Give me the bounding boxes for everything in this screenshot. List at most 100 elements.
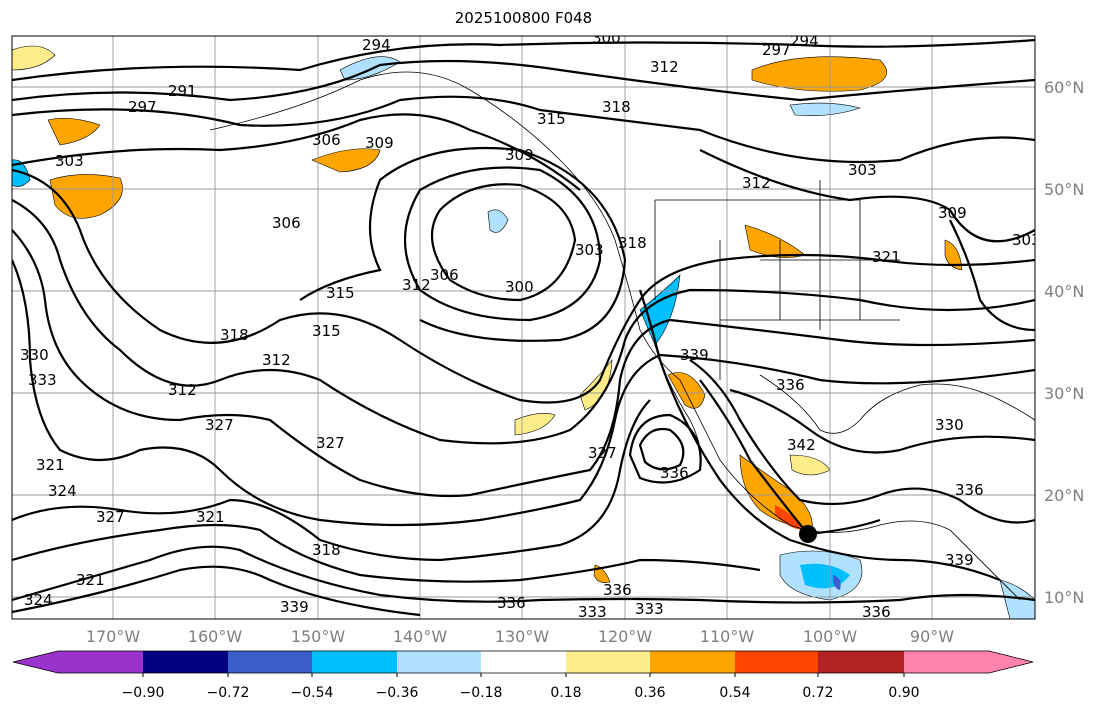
colorbar-segment [13,651,143,673]
lon-label: 100°W [803,627,858,646]
contour-label: 303 [1012,231,1041,249]
colorbar-outline [12,650,1034,674]
map-frame [11,35,1036,620]
contour-label: 321 [872,248,901,266]
contour-label: 306 [272,214,301,232]
contour-label: 300 [505,278,534,296]
contour-label: 318 [618,234,647,252]
contour-label: 318 [312,541,341,559]
colorbar-segment [904,651,1033,673]
colorbar-tick-label: 0.54 [719,685,750,701]
contour-label: 303 [55,152,84,170]
colorbar-ticks: −0.90 −0.72 −0.54 −0.36 −0.18 0.18 0.36 … [122,685,920,701]
colorbar-tick-label: 0.18 [550,685,581,701]
contour-label: 318 [220,326,249,344]
contour-label: 339 [945,551,974,569]
contour-label: 315 [537,110,566,128]
contour-label: 309 [365,134,394,152]
colorbar-segment [735,651,818,673]
contour-label: 306 [430,266,459,284]
colorbar-tick-label: −0.72 [207,685,250,701]
lon-label: 120°W [598,627,653,646]
lat-label: 10°N [1044,588,1084,607]
graticule [12,36,1035,619]
contour-label: 336 [955,481,984,499]
lon-label: 110°W [700,627,755,646]
colorbar-tick-label: −0.18 [460,685,503,701]
contour-label: 336 [776,376,805,394]
contour-label: 300 [592,29,621,47]
theta-contours [12,38,1035,617]
contour-label: 336 [660,464,689,482]
contour-label: 309 [938,204,967,222]
colorbar-segment [312,651,397,673]
contour-label: 327 [96,508,125,526]
colorbar-segment [143,651,228,673]
colorbar-segment [566,651,650,673]
colorbar-segment [228,651,312,673]
lat-label: 40°N [1044,282,1084,301]
contour-label: 303 [575,241,604,259]
storm-center-marker [799,525,817,543]
contour-label: 324 [48,482,77,500]
contour-label: 309 [505,146,534,164]
colorbar-segment [818,651,904,673]
contour-label: 330 [935,416,964,434]
contour-label: 339 [280,598,309,616]
contour-labels: 294 300 297 294 312 291 297 306 309 315 … [20,29,1041,621]
lon-label: 130°W [495,627,550,646]
contour-label: 336 [603,581,632,599]
map-area: 294 300 297 294 312 291 297 306 309 315 … [12,29,1041,621]
colorbar-tick-label: −0.54 [291,685,334,701]
colorbar-segment [397,651,481,673]
lon-label: 90°W [910,627,954,646]
lon-label: 150°W [291,627,346,646]
contour-label: 327 [316,434,345,452]
contour-label: 294 [790,32,819,50]
contour-label: 312 [650,58,679,76]
contour-label: 306 [312,131,341,149]
contour-label: 327 [205,416,234,434]
lat-label: 50°N [1044,180,1084,199]
lat-label: 60°N [1044,78,1084,97]
lon-label: 140°W [393,627,448,646]
contour-label: 318 [602,98,631,116]
lon-label: 170°W [86,627,141,646]
shading-negative [12,56,1035,619]
colorbar-tick-label: −0.90 [122,685,165,701]
contour-label: 315 [312,322,341,340]
contour-label: 312 [402,276,431,294]
contour-label: 297 [762,41,791,59]
latitude-labels: 60°N 50°N 40°N 30°N 20°N 10°N [1044,78,1084,607]
contour-label: 297 [128,98,157,116]
longitude-labels: 170°W 160°W 150°W 140°W 130°W 120°W 110°… [86,627,954,646]
colorbar-tick-label: 0.36 [634,685,665,701]
contour-label: 312 [262,351,291,369]
contour-label: 327 [588,444,617,462]
contour-label: 312 [168,381,197,399]
contour-label: 336 [497,594,526,612]
lat-label: 20°N [1044,486,1084,505]
colorbar-tick-label: 0.90 [888,685,919,701]
contour-label: 321 [196,508,225,526]
contour-label: 336 [862,603,891,621]
contour-label: 315 [326,284,355,302]
contour-label: 330 [20,346,49,364]
contour-label: 294 [362,36,391,54]
contour-label: 303 [848,161,877,179]
shading-positive [12,45,963,583]
colorbar-segment [481,651,566,673]
colorbar-tick-label: 0.72 [802,685,833,701]
lon-label: 160°W [188,627,243,646]
colorbar [12,650,1034,677]
colorbar-segment [650,651,735,673]
contour-label: 321 [76,571,105,589]
map-title: 2025100800 F048 [454,9,593,27]
contour-label: 333 [635,600,664,618]
contour-label: 291 [168,82,197,100]
contour-label: 321 [36,456,65,474]
contour-label: 324 [24,591,53,609]
contour-label: 312 [742,174,771,192]
contour-label: 342 [787,436,816,454]
